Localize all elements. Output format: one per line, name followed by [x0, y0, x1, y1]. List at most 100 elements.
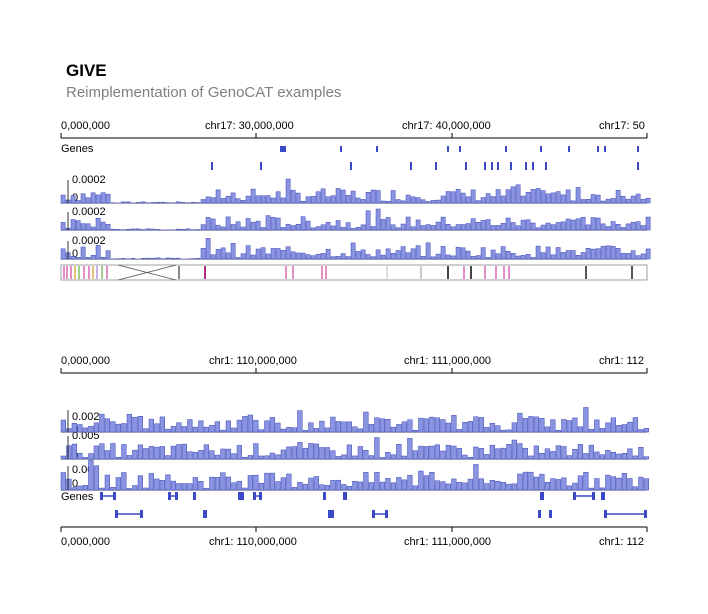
signal-bar — [220, 472, 226, 491]
signal-bar — [290, 189, 296, 204]
signal-bar — [253, 420, 259, 433]
signal-bar — [125, 201, 131, 204]
signal-bar — [253, 474, 259, 491]
signal-bar — [423, 446, 429, 460]
signal-bar — [198, 450, 204, 460]
signal-bar — [450, 226, 456, 231]
signal-bar — [260, 227, 266, 231]
signal-bar — [445, 422, 451, 433]
gene-feature — [459, 146, 461, 152]
signal-bar — [470, 256, 476, 260]
signal-bar — [522, 418, 528, 433]
panel2-bottom-axis: 0,000,000 chr1: 110,000,000 chr1: 111,00… — [60, 526, 648, 548]
signal-bar — [203, 487, 209, 491]
signal-bar — [291, 487, 297, 491]
signal-bar — [235, 198, 241, 204]
signal-bar — [465, 196, 471, 204]
signal-bar — [150, 228, 156, 231]
signal-bar — [539, 473, 545, 491]
signal-bar — [550, 451, 556, 460]
signal-bar — [451, 415, 457, 433]
signal-bar — [585, 248, 591, 260]
signal-bar — [565, 189, 571, 204]
signal-bar — [335, 220, 341, 231]
signal-bar — [235, 221, 241, 231]
panel1-gene-track[interactable] — [211, 146, 639, 170]
panel2-genes-label: Genes — [61, 491, 94, 503]
signal-bar — [425, 242, 431, 260]
signal-bar — [511, 422, 517, 433]
panel2-gene-track[interactable] — [100, 492, 647, 518]
signal-bar — [187, 419, 193, 433]
signal-bar — [430, 225, 436, 231]
signal-bar — [270, 217, 276, 231]
signal-bar — [375, 190, 381, 204]
signal-bar — [225, 195, 231, 204]
signal-bar — [467, 478, 473, 491]
signal-bar — [395, 199, 401, 204]
gene-exon — [549, 510, 552, 518]
signal-bar — [80, 223, 86, 231]
signal-bar — [430, 256, 436, 260]
signal-bar — [410, 226, 416, 231]
signal-bar — [520, 195, 526, 204]
signal-bar — [137, 416, 143, 433]
signal-bar — [610, 246, 616, 260]
signal-bar — [616, 477, 622, 491]
signal-bar — [480, 220, 486, 231]
signal-bar — [440, 246, 446, 260]
signal-bar — [203, 444, 209, 460]
signal-bar — [335, 421, 341, 433]
interaction-segment — [92, 266, 94, 279]
signal-bar — [445, 483, 451, 491]
signal-bar — [495, 425, 501, 433]
panel2-signal-tracks[interactable]: 0.002 0 0.005 0 0.002 0 — [60, 407, 649, 491]
signal-bar — [530, 222, 536, 231]
signal-bar — [412, 450, 418, 460]
signal-bar — [460, 224, 466, 231]
signal-bar — [425, 201, 431, 204]
signal-bar — [210, 218, 216, 231]
signal-bar — [575, 254, 581, 260]
signal-bar — [125, 228, 131, 231]
signal-bar — [480, 247, 486, 260]
signal-bar — [374, 417, 380, 433]
signal-bar — [115, 229, 121, 231]
signal-bar — [264, 420, 270, 433]
signal-bar — [375, 249, 381, 260]
signal-bar — [140, 258, 146, 260]
signal-bar — [445, 254, 451, 260]
signal-bar — [615, 248, 621, 260]
signal-bar — [250, 188, 256, 204]
signal-bar — [473, 464, 479, 491]
signal-bar — [640, 253, 646, 260]
signal-bar — [205, 217, 211, 231]
panel1-signal-tracks[interactable]: 0.0002 0 0.0002 0 0.0002 0 — [60, 174, 651, 260]
panel2-tick-label: 0,000,000 — [61, 355, 110, 367]
signal-bar — [220, 198, 226, 204]
signal-bar — [470, 218, 476, 231]
signal-bar — [324, 485, 330, 491]
signal-bar — [209, 424, 215, 433]
signal-bar — [345, 222, 351, 231]
gene-feature — [260, 162, 262, 170]
interaction-segment — [178, 266, 180, 279]
signal-bar — [638, 476, 644, 491]
panel1-interaction-track[interactable] — [60, 264, 648, 281]
signal-bar — [357, 428, 363, 433]
gene-feature — [340, 146, 342, 152]
signal-bar — [297, 482, 303, 491]
signal-bar — [545, 246, 551, 260]
gene-exon — [175, 492, 178, 500]
panel2-tick-label: chr1: 111,000,000 — [404, 536, 491, 548]
signal-bar — [242, 487, 248, 491]
signal-bar — [265, 215, 271, 231]
signal-bar — [396, 477, 402, 491]
signal-bar — [319, 484, 325, 491]
signal-bar — [176, 422, 182, 433]
signal-bar — [330, 416, 336, 433]
gene-feature — [280, 146, 286, 152]
signal-bar — [420, 256, 426, 260]
signal-bar — [285, 178, 291, 204]
